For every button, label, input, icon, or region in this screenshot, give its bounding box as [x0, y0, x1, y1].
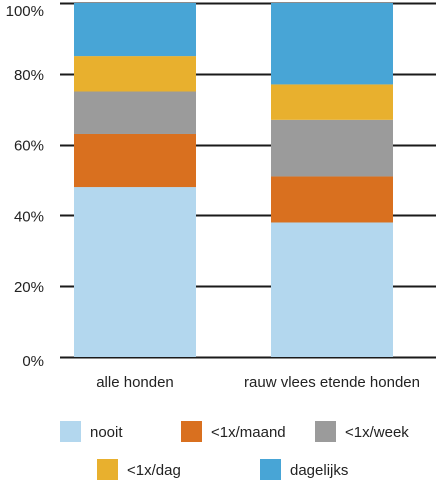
y-axis-ticks: 0% 20% 40% 60% 80% 100%: [6, 3, 44, 370]
legend-swatch-dagelijks: [260, 459, 281, 480]
legend-label-lt1x-week: <1x/week: [345, 424, 409, 441]
legend-swatch-lt1x-week: [315, 421, 336, 442]
legend-swatch-lt1x-maand: [181, 421, 202, 442]
legend-swatch-nooit: [60, 421, 81, 442]
y-tick-label: 60%: [14, 138, 44, 155]
bar-segment-dagelijks-alle-honden: [74, 3, 196, 57]
legend-label-dagelijks: dagelijks: [290, 462, 348, 479]
legend-label-lt1x-dag: <1x/dag: [127, 462, 181, 479]
legend-swatch-lt1x-dag: [97, 459, 118, 480]
x-axis-labels: alle honden rauw vlees etende honden: [96, 374, 420, 391]
bar-segment-lt1x-dag-alle-honden: [74, 56, 196, 92]
bar-segment-dagelijks-rauw-vlees-etende-honden: [271, 3, 393, 85]
bar-segment-nooit-rauw-vlees-etende-honden: [271, 222, 393, 357]
y-tick-label: 0%: [22, 353, 44, 370]
legend: nooit <1x/maand <1x/week <1x/dag dagelijks: [60, 421, 409, 480]
bar-segment-nooit-alle-honden: [74, 187, 196, 357]
bar-segment-lt1x-maand-rauw-vlees-etende-honden: [271, 176, 393, 223]
x-category-label: rauw vlees etende honden: [244, 374, 420, 391]
legend-label-nooit: nooit: [90, 424, 123, 441]
bar-segment-lt1x-week-rauw-vlees-etende-honden: [271, 119, 393, 177]
bar-segment-lt1x-dag-rauw-vlees-etende-honden: [271, 84, 393, 120]
legend-label-lt1x-maand: <1x/maand: [211, 424, 286, 441]
bar-segment-lt1x-maand-alle-honden: [74, 133, 196, 188]
x-category-label: alle honden: [96, 374, 174, 391]
y-tick-label: 100%: [6, 3, 44, 20]
y-tick-label: 20%: [14, 279, 44, 296]
y-tick-label: 80%: [14, 67, 44, 84]
bars: [74, 3, 393, 357]
bar-segment-lt1x-week-alle-honden: [74, 91, 196, 134]
y-tick-label: 40%: [14, 208, 44, 225]
